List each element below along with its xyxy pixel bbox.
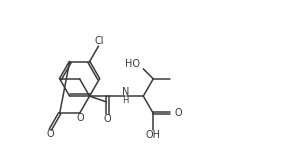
Text: OH: OH <box>146 130 161 140</box>
Text: N: N <box>122 87 129 97</box>
Text: O: O <box>77 112 85 123</box>
Text: O: O <box>46 129 54 139</box>
Text: H: H <box>122 96 128 106</box>
Text: HO: HO <box>125 59 140 69</box>
Text: O: O <box>175 108 182 118</box>
Text: O: O <box>104 114 111 124</box>
Text: Cl: Cl <box>94 36 104 46</box>
